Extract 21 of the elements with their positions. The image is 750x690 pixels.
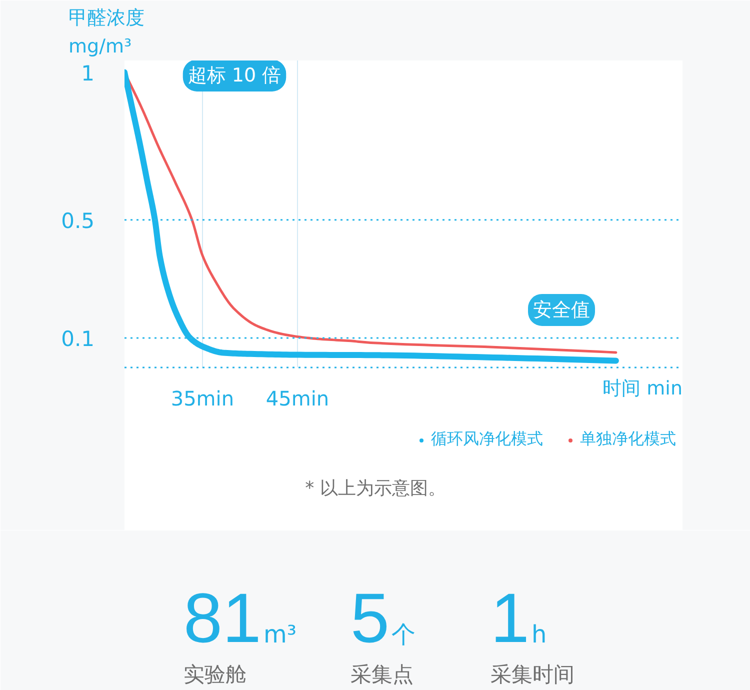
text: 5 bbox=[350, 579, 390, 657]
y-tick-label: 1 bbox=[81, 61, 95, 86]
text: 1 bbox=[490, 579, 530, 657]
text: 采集点 bbox=[350, 662, 414, 686]
x-tick-label: 35min bbox=[170, 386, 234, 410]
text: * 以上为示意图。 bbox=[305, 478, 446, 499]
ref-line-label: 安全值 bbox=[533, 298, 590, 321]
text: 81 bbox=[184, 579, 262, 657]
text: h bbox=[532, 620, 547, 648]
annotation: 超标 10 倍 bbox=[188, 64, 282, 86]
y-tick-label: 0.5 bbox=[61, 208, 95, 233]
y-tick-label: 0.1 bbox=[61, 326, 95, 351]
y-axis-title: 甲醛浓度 mg/m³ bbox=[68, 6, 144, 58]
legend-label: 单独净化模式 bbox=[580, 429, 676, 450]
x-tick-label: 45min bbox=[266, 386, 330, 410]
text: 个 bbox=[392, 620, 416, 648]
text: 实验舱 bbox=[184, 662, 246, 686]
text: m³ bbox=[264, 620, 296, 648]
legend-label: 循环风净化模式 bbox=[431, 429, 543, 450]
x-axis-title: 时间 min bbox=[602, 378, 683, 400]
text: 采集时间 bbox=[490, 662, 574, 686]
